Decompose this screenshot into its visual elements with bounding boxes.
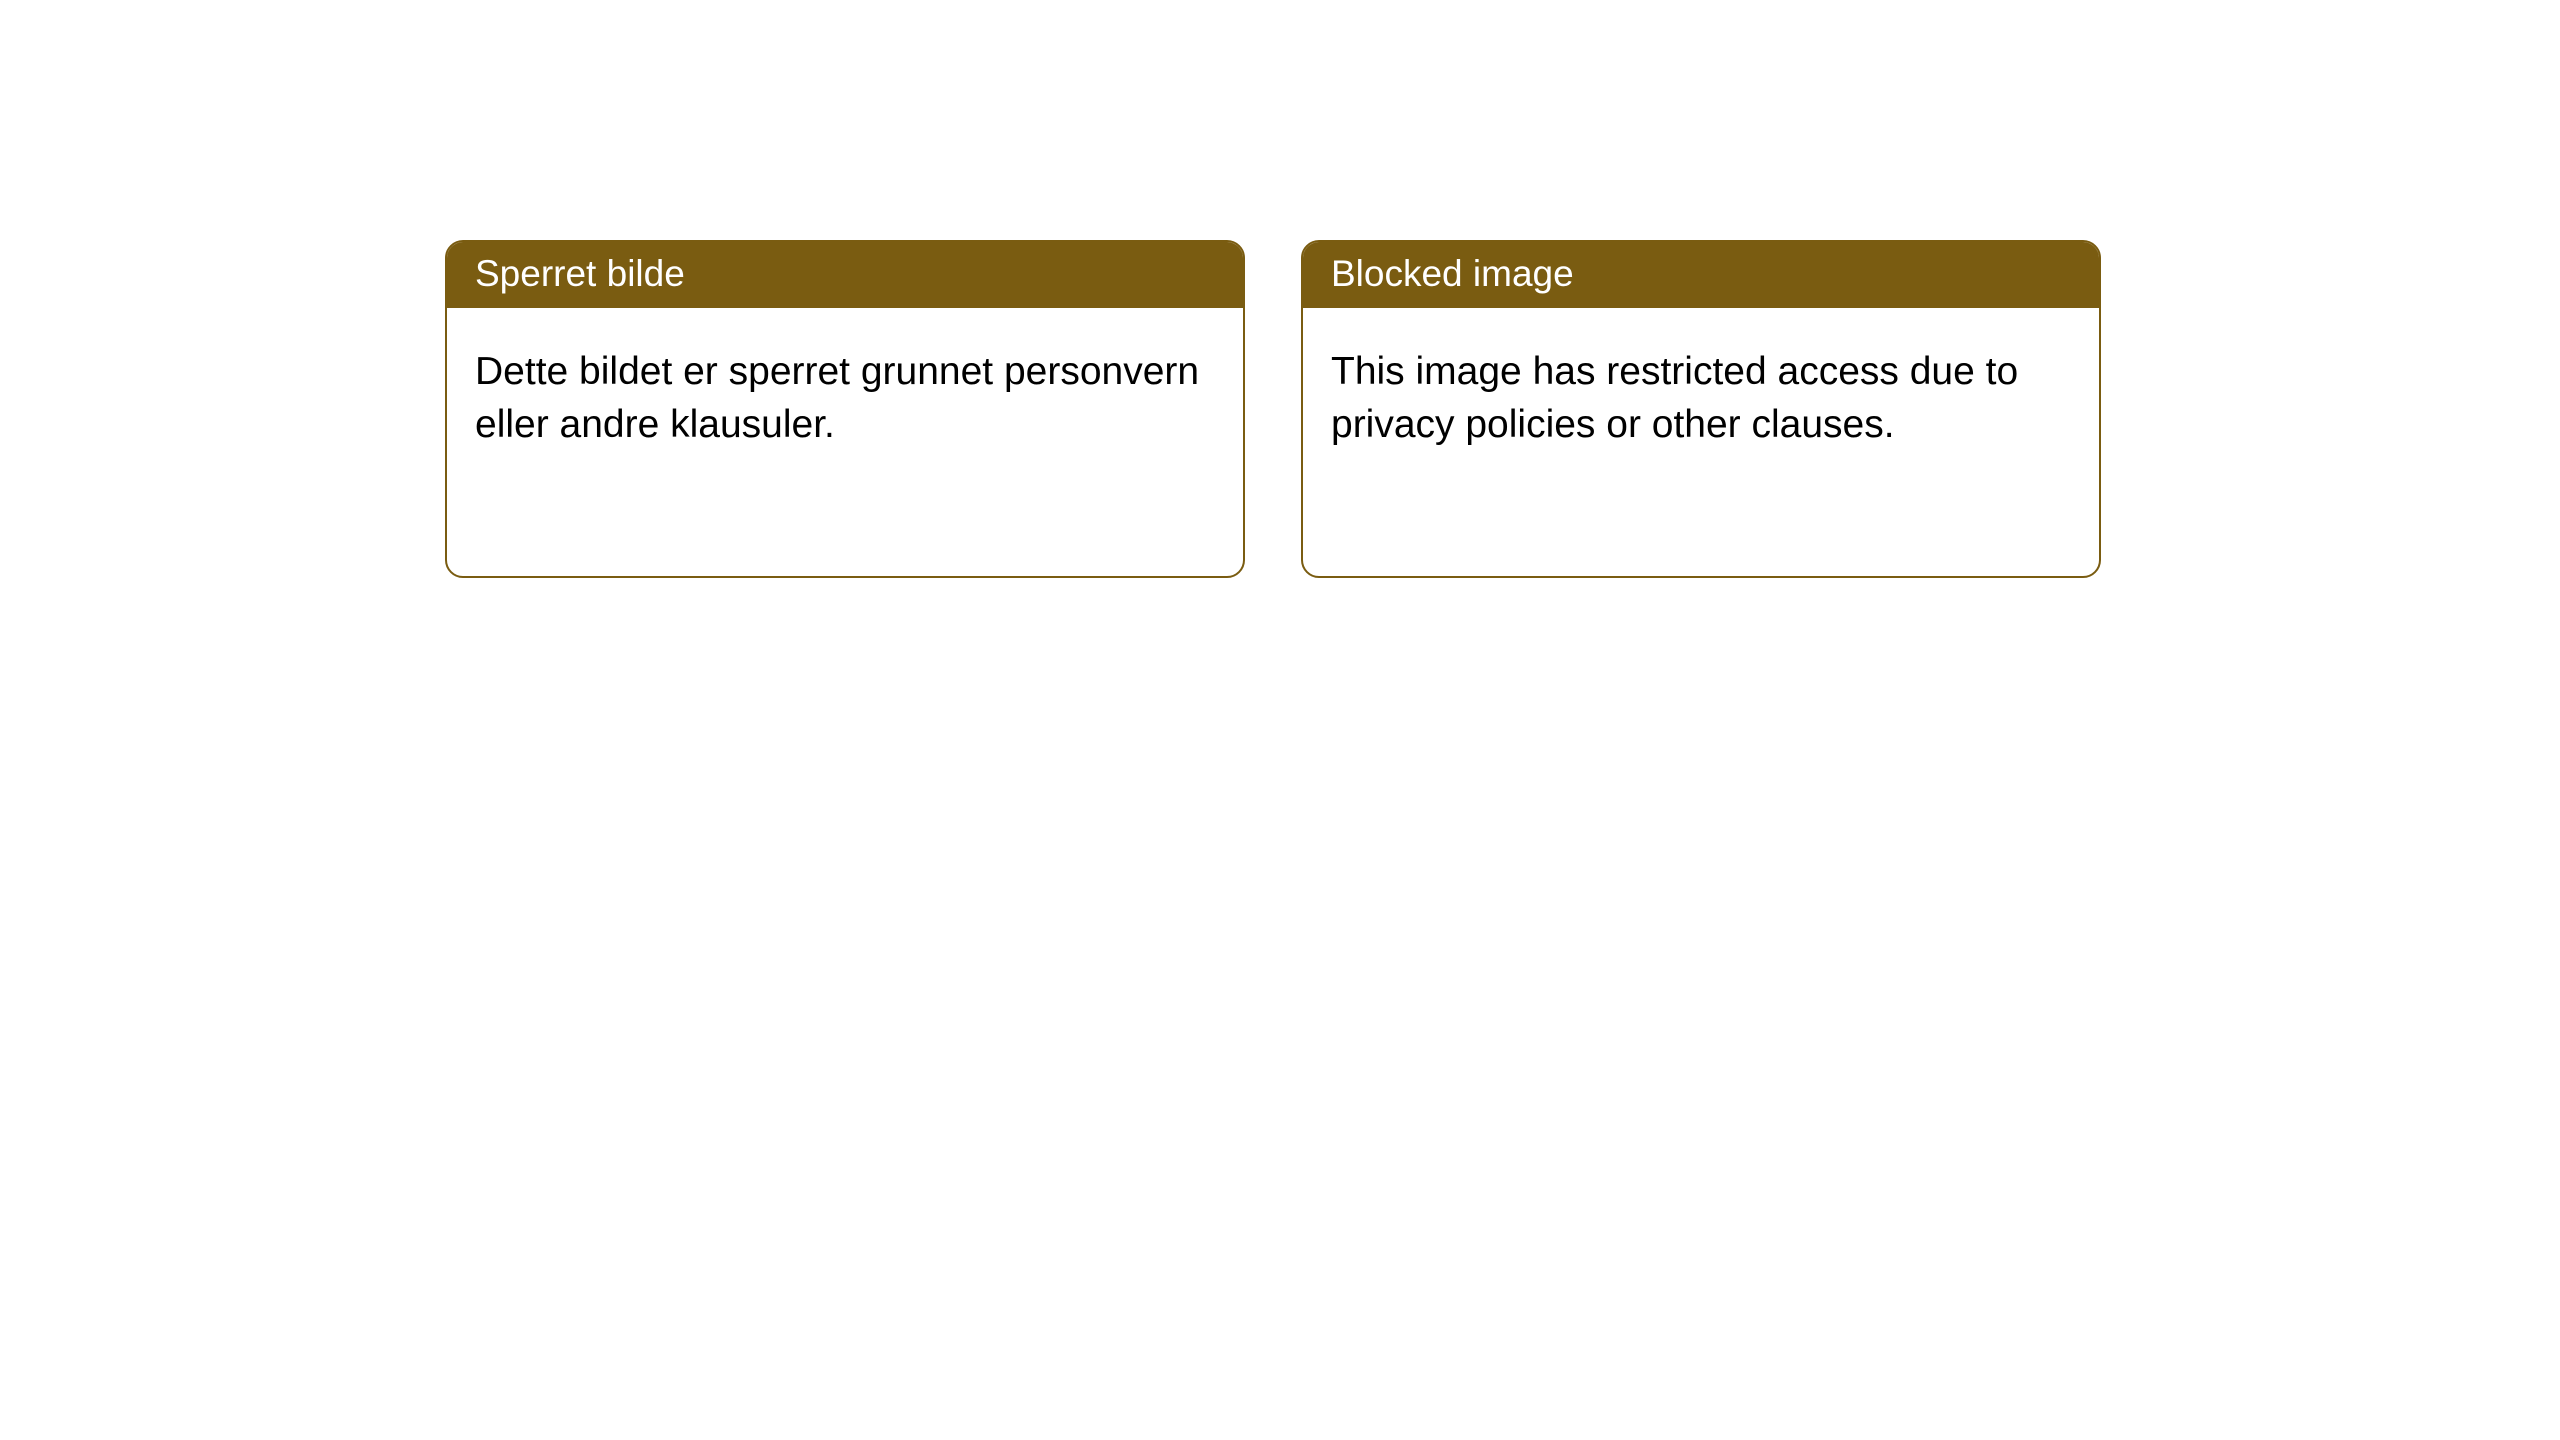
notice-card-body: This image has restricted access due to … <box>1303 308 2099 576</box>
notice-card-title: Blocked image <box>1303 242 2099 308</box>
notice-card-no: Sperret bilde Dette bildet er sperret gr… <box>445 240 1245 578</box>
notice-card-en: Blocked image This image has restricted … <box>1301 240 2101 578</box>
notice-card-title: Sperret bilde <box>447 242 1243 308</box>
notice-card-body: Dette bildet er sperret grunnet personve… <box>447 308 1243 576</box>
notice-card-container: Sperret bilde Dette bildet er sperret gr… <box>0 0 2560 578</box>
